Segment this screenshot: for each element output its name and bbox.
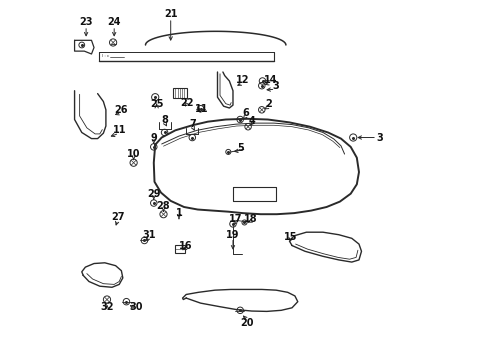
Text: 3: 3 (271, 81, 278, 91)
Text: 22: 22 (180, 98, 193, 108)
Text: 12: 12 (236, 75, 249, 85)
Text: 27: 27 (111, 212, 124, 222)
Text: 25: 25 (150, 99, 163, 109)
Text: 11: 11 (194, 104, 207, 114)
Text: 30: 30 (129, 302, 142, 312)
Text: 31: 31 (142, 230, 156, 240)
Text: 32: 32 (100, 302, 114, 312)
Text: 8: 8 (161, 114, 168, 125)
Text: 4: 4 (248, 116, 255, 126)
Text: 15: 15 (283, 232, 297, 242)
Text: 26: 26 (114, 105, 128, 115)
Text: 6: 6 (242, 108, 249, 118)
Text: 9: 9 (150, 132, 157, 143)
Text: 17: 17 (229, 214, 242, 224)
Text: 3: 3 (375, 132, 382, 143)
Text: 24: 24 (107, 17, 121, 27)
Text: 5: 5 (237, 143, 244, 153)
Text: 18: 18 (243, 214, 257, 224)
Text: 20: 20 (240, 318, 254, 328)
Text: 2: 2 (264, 99, 271, 109)
Text: 11: 11 (112, 125, 126, 135)
Text: I : c: I : c (102, 54, 109, 58)
Text: 7: 7 (189, 119, 196, 129)
Text: 29: 29 (147, 189, 160, 199)
Text: 19: 19 (226, 230, 239, 240)
Text: 1: 1 (175, 208, 182, 218)
Bar (173, 88, 186, 98)
Bar (175, 245, 184, 253)
Text: 14: 14 (263, 75, 277, 85)
Text: 21: 21 (163, 9, 177, 19)
Text: 28: 28 (156, 201, 170, 211)
Text: 10: 10 (126, 149, 140, 159)
Text: 23: 23 (79, 17, 93, 27)
Text: 16: 16 (178, 240, 192, 251)
